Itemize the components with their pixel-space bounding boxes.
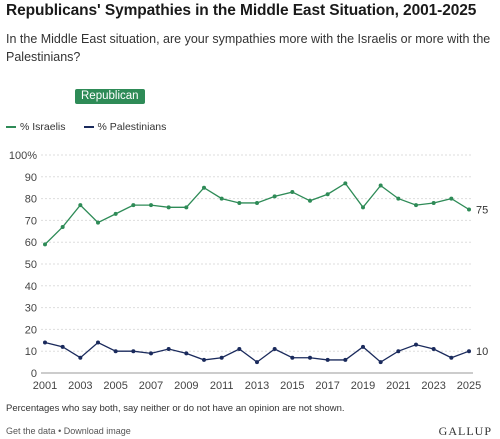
download-image-link[interactable]: Download image xyxy=(63,426,131,436)
legend-item-palestinians: % Palestinians xyxy=(83,121,167,133)
y-tick-label: 80 xyxy=(25,194,37,206)
data-point-palestinians xyxy=(96,340,100,345)
data-point-palestinians xyxy=(290,355,295,360)
data-point-palestinians xyxy=(414,342,418,347)
y-tick-label: 70 xyxy=(25,215,37,227)
data-point-palestinians xyxy=(113,349,118,354)
footer-links: Get the data • Download image xyxy=(6,426,131,436)
get-data-link[interactable]: Get the data xyxy=(6,426,56,436)
data-point-palestinians xyxy=(467,349,471,354)
data-point-palestinians xyxy=(237,347,242,352)
group-badge: Republican xyxy=(75,89,145,104)
y-tick-label: 20 xyxy=(25,324,37,336)
x-tick-label: 2015 xyxy=(280,380,304,390)
footer-separator: • xyxy=(58,426,62,436)
data-point-israelis xyxy=(166,205,171,210)
data-point-palestinians xyxy=(149,351,153,356)
data-point-palestinians xyxy=(431,347,436,352)
data-point-palestinians xyxy=(361,344,365,349)
data-point-israelis xyxy=(255,200,259,205)
data-point-israelis xyxy=(43,242,47,247)
data-point-israelis xyxy=(290,190,295,195)
data-point-israelis xyxy=(414,203,418,208)
x-tick-label: 2023 xyxy=(421,380,445,390)
x-tick-label: 2007 xyxy=(139,380,163,390)
y-tick-label: 10 xyxy=(25,346,37,358)
x-tick-label: 2019 xyxy=(351,380,375,390)
series-line-israelis xyxy=(44,182,470,245)
legend-label-israelis: % Israelis xyxy=(20,121,66,133)
data-point-israelis xyxy=(131,203,136,208)
data-point-israelis xyxy=(219,196,224,201)
data-point-israelis xyxy=(308,198,312,203)
y-tick-label: 40 xyxy=(25,281,37,293)
data-point-israelis xyxy=(361,205,365,210)
data-point-israelis xyxy=(449,196,454,201)
y-tick-label: 90 xyxy=(25,172,37,184)
data-point-israelis xyxy=(378,183,383,188)
data-point-palestinians xyxy=(449,355,454,360)
y-tick-label: 50 xyxy=(25,259,37,271)
y-tick-label: 60 xyxy=(25,237,37,249)
data-point-palestinians xyxy=(343,357,348,362)
data-point-israelis xyxy=(396,196,401,201)
data-point-israelis xyxy=(343,181,348,186)
data-point-israelis xyxy=(96,220,100,225)
x-tick-label: 2013 xyxy=(245,380,269,390)
x-tick-label: 2009 xyxy=(174,380,198,390)
data-point-israelis xyxy=(149,203,153,208)
line-chart: 0 10 20 30 40 50 60 70 80 90 100% 2001 2003 2005 2007 2… xyxy=(9,150,488,390)
data-point-palestinians xyxy=(272,347,277,352)
y-tick-label: 0 xyxy=(31,368,37,380)
x-tick-label: 2021 xyxy=(386,380,410,390)
data-point-israelis xyxy=(272,194,277,199)
data-point-palestinians xyxy=(255,360,259,365)
legend-label-palestinians: % Palestinians xyxy=(97,121,167,133)
gallup-logo: GALLUP xyxy=(438,424,492,438)
series-line-palestinians xyxy=(44,341,470,363)
data-point-palestinians xyxy=(60,344,65,349)
data-point-palestinians xyxy=(308,355,312,360)
footnote: Percentages who say both, say neither or… xyxy=(6,403,345,414)
x-tick-label: 2001 xyxy=(33,380,57,390)
chart-subtitle: In the Middle East situation, are your s… xyxy=(6,32,491,64)
data-point-israelis xyxy=(237,200,242,205)
y-tick-label: 30 xyxy=(25,303,37,315)
x-tick-label: 2017 xyxy=(315,380,339,390)
data-point-palestinians xyxy=(378,360,383,365)
data-point-israelis xyxy=(60,224,65,229)
data-point-israelis xyxy=(202,185,206,190)
legend-swatch-israelis xyxy=(6,126,16,128)
legend-swatch-palestinians xyxy=(83,126,94,128)
data-point-palestinians xyxy=(325,357,330,362)
data-point-israelis xyxy=(78,203,83,208)
data-point-palestinians xyxy=(202,357,206,362)
data-point-palestinians xyxy=(43,340,47,345)
y-tick-label: 100% xyxy=(9,150,37,162)
chart-title: Republicans' Sympathies in the Middle Ea… xyxy=(6,2,477,19)
data-point-palestinians xyxy=(219,355,224,360)
x-tick-label: 2025 xyxy=(457,380,481,390)
x-tick-label: 2003 xyxy=(68,380,92,390)
data-point-palestinians xyxy=(166,347,171,352)
data-point-israelis xyxy=(113,211,118,216)
x-tick-label: 2005 xyxy=(103,380,127,390)
data-point-israelis xyxy=(431,200,436,205)
data-point-palestinians xyxy=(184,351,189,356)
data-point-israelis xyxy=(184,205,189,210)
legend: % Israelis % Palestinians xyxy=(6,121,184,133)
data-point-palestinians xyxy=(131,349,136,354)
data-point-israelis xyxy=(467,207,471,212)
end-label-israelis: 75 xyxy=(476,205,488,217)
end-label-palestinians: 10 xyxy=(476,346,488,358)
legend-item-israelis: % Israelis xyxy=(6,121,66,133)
data-point-palestinians xyxy=(396,349,401,354)
data-point-palestinians xyxy=(78,355,83,360)
data-point-israelis xyxy=(325,192,330,197)
x-tick-label: 2011 xyxy=(210,380,234,390)
